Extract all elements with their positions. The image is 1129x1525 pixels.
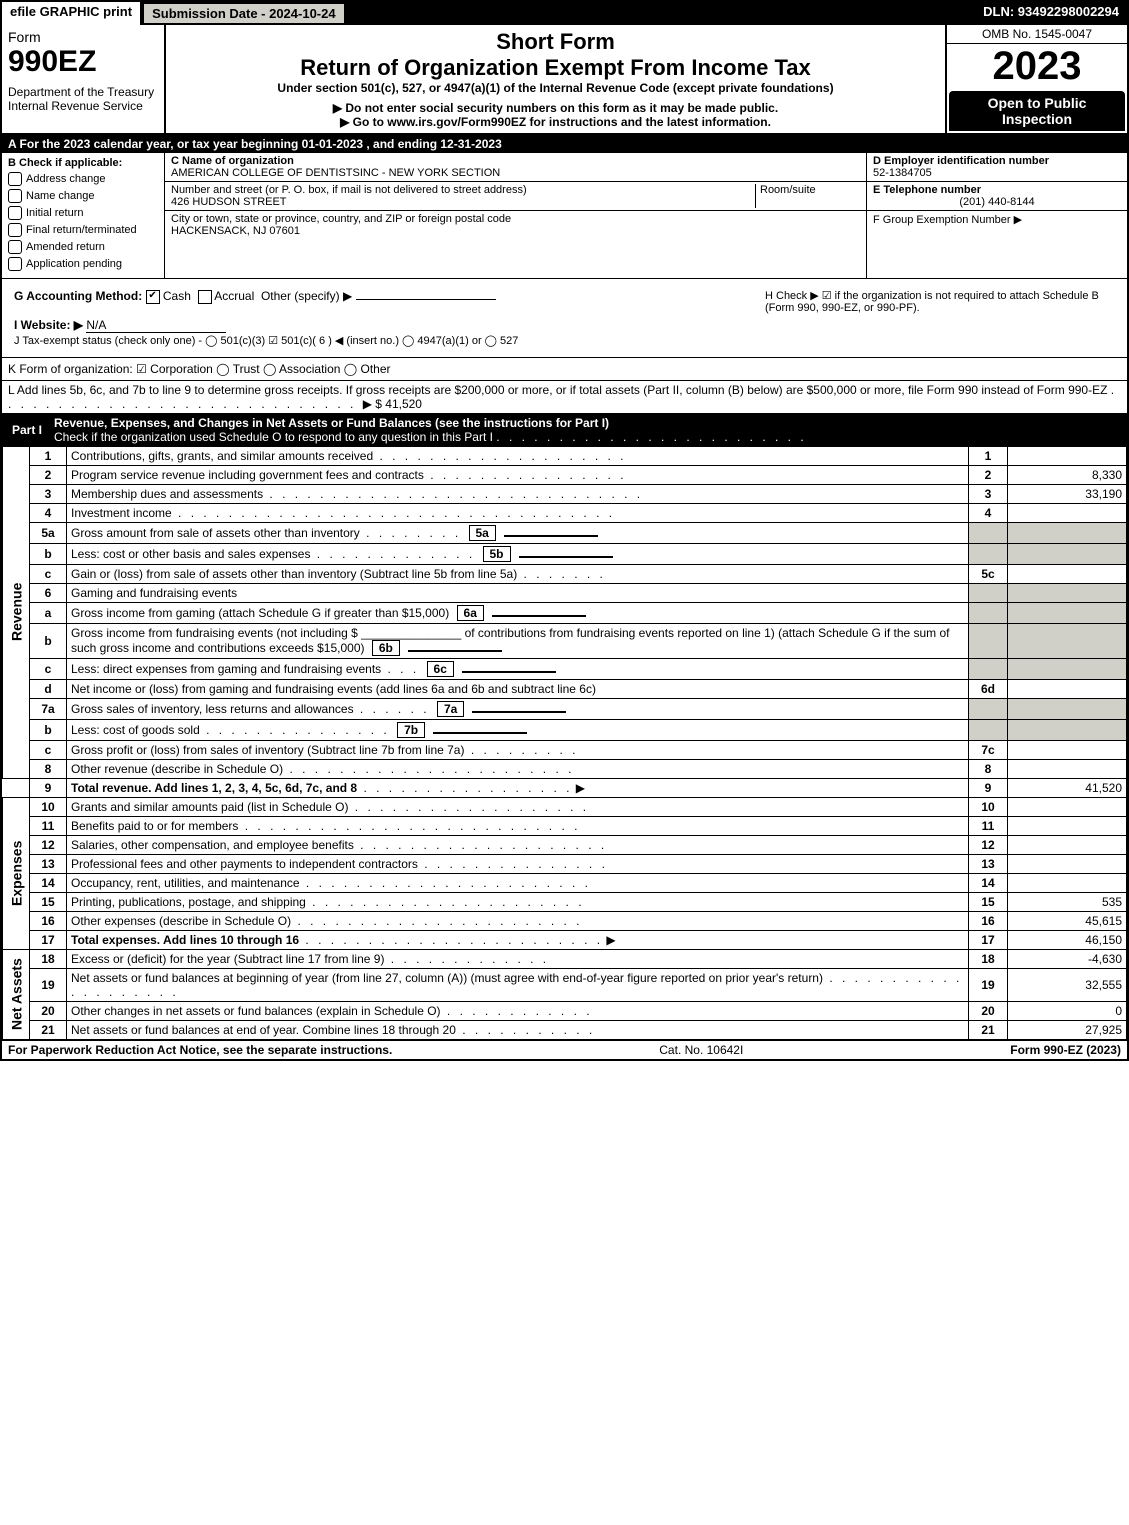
instructions-link[interactable]: ▶ Go to www.irs.gov/Form990EZ for instru… xyxy=(172,115,939,129)
ein-label: D Employer identification number xyxy=(873,155,1121,167)
group-label: F Group Exemption Number ▶ xyxy=(873,213,1121,226)
top-bar: efile GRAPHIC print Submission Date - 20… xyxy=(2,2,1127,25)
omb-number: OMB No. 1545-0047 xyxy=(947,25,1127,44)
form-wrapper: efile GRAPHIC print Submission Date - 20… xyxy=(0,0,1129,1061)
short-form-title: Short Form xyxy=(172,29,939,55)
main-title: Return of Organization Exempt From Incom… xyxy=(172,55,939,81)
city-label: City or town, state or province, country… xyxy=(171,213,860,225)
amt-3: 33,190 xyxy=(1008,484,1127,503)
amt-15: 535 xyxy=(1008,892,1127,911)
ein-value: 52-1384705 xyxy=(873,167,1121,179)
cb-initial-return[interactable]: Initial return xyxy=(8,206,158,220)
column-c: C Name of organization AMERICAN COLLEGE … xyxy=(165,153,866,278)
part-1-check-text: Check if the organization used Schedule … xyxy=(54,430,493,444)
amt-17-total-expenses: 46,150 xyxy=(1008,930,1127,949)
amt-19: 32,555 xyxy=(1008,968,1127,1001)
amt-2: 8,330 xyxy=(1008,465,1127,484)
header-row: Form 990EZ Department of the Treasury In… xyxy=(2,25,1127,135)
col-b-label: B Check if applicable: xyxy=(8,157,158,169)
section-a-bar: A For the 2023 calendar year, or tax yea… xyxy=(2,135,1127,153)
cb-name-change[interactable]: Name change xyxy=(8,189,158,203)
footer-center: Cat. No. 10642I xyxy=(659,1043,743,1057)
org-name: AMERICAN COLLEGE OF DENTISTSINC - NEW YO… xyxy=(171,167,860,179)
header-center: Short Form Return of Organization Exempt… xyxy=(166,25,945,133)
dln-label: DLN: 93492298002294 xyxy=(975,2,1127,25)
dept-label: Department of the Treasury xyxy=(8,85,158,99)
amt-20: 0 xyxy=(1008,1001,1127,1020)
cb-address-change[interactable]: Address change xyxy=(8,172,158,186)
cb-final-return[interactable]: Final return/terminated xyxy=(8,223,158,237)
header-left: Form 990EZ Department of the Treasury In… xyxy=(2,25,166,133)
org-name-label: C Name of organization xyxy=(171,155,860,167)
g-label: G Accounting Method: xyxy=(14,289,142,303)
under-section: Under section 501(c), 527, or 4947(a)(1)… xyxy=(172,81,939,95)
other-specify: Other (specify) ▶ xyxy=(261,289,352,303)
tel-value: (201) 440-8144 xyxy=(873,196,1121,208)
header-right: OMB No. 1545-0047 2023 Open to Public In… xyxy=(945,25,1127,133)
footer-left: For Paperwork Reduction Act Notice, see … xyxy=(8,1043,392,1057)
amt-18: -4,630 xyxy=(1008,949,1127,968)
no-ssn-note: ▶ Do not enter social security numbers o… xyxy=(172,101,939,115)
footer-row: For Paperwork Reduction Act Notice, see … xyxy=(2,1040,1127,1059)
form-number: 990EZ xyxy=(8,45,158,79)
column-b: B Check if applicable: Address change Na… xyxy=(2,153,165,278)
amt-16: 45,615 xyxy=(1008,911,1127,930)
part-1-label: Part I xyxy=(8,423,46,437)
i-label: I Website: ▶ xyxy=(14,318,83,332)
vlabel-revenue: Revenue xyxy=(3,446,30,778)
block-bcdef: B Check if applicable: Address change Na… xyxy=(2,153,1127,279)
cb-application-pending[interactable]: Application pending xyxy=(8,257,158,271)
street-label: Number and street (or P. O. box, if mail… xyxy=(171,184,527,196)
form-word: Form xyxy=(8,29,158,45)
g-h-row: G Accounting Method: Cash Accrual Other … xyxy=(2,279,1127,358)
cb-amended-return[interactable]: Amended return xyxy=(8,240,158,254)
tax-year: 2023 xyxy=(947,44,1127,89)
column-def: D Employer identification number 52-1384… xyxy=(866,153,1127,278)
other-specify-input[interactable] xyxy=(356,299,496,300)
cb-cash[interactable] xyxy=(146,290,160,304)
submission-date-button[interactable]: Submission Date - 2024-10-24 xyxy=(143,3,345,24)
irs-label: Internal Revenue Service xyxy=(8,99,158,113)
street-value: 426 HUDSON STREET xyxy=(171,196,287,208)
cb-accrual[interactable] xyxy=(198,290,212,304)
j-line: J Tax-exempt status (check only one) - ◯… xyxy=(14,335,518,347)
footer-right: Form 990-EZ (2023) xyxy=(1010,1043,1121,1057)
main-table: Revenue 1 Contributions, gifts, grants, … xyxy=(2,446,1127,1040)
l-line: L Add lines 5b, 6c, and 7b to line 9 to … xyxy=(2,381,1127,414)
vlabel-expenses: Expenses xyxy=(3,797,30,949)
efile-print-button[interactable]: efile GRAPHIC print xyxy=(2,2,142,25)
tel-label: E Telephone number xyxy=(873,184,1121,196)
open-public-badge: Open to Public Inspection xyxy=(949,91,1125,131)
l-amount: ▶ $ 41,520 xyxy=(363,397,422,411)
room-label: Room/suite xyxy=(760,184,816,196)
part-1-header: Part I Revenue, Expenses, and Changes in… xyxy=(2,414,1127,446)
website-value: N/A xyxy=(86,318,226,333)
spacer xyxy=(346,2,976,25)
amt-9-total-revenue: 41,520 xyxy=(1008,778,1127,797)
city-value: HACKENSACK, NJ 07601 xyxy=(171,225,860,237)
vlabel-netassets: Net Assets xyxy=(3,949,30,1039)
k-line: K Form of organization: ☑ Corporation ◯ … xyxy=(2,358,1127,381)
part-1-title: Revenue, Expenses, and Changes in Net As… xyxy=(54,416,609,430)
h-line: H Check ▶ ☑ if the organization is not r… xyxy=(759,283,1121,353)
amt-21: 27,925 xyxy=(1008,1020,1127,1039)
l-text: L Add lines 5b, 6c, and 7b to line 9 to … xyxy=(8,383,1107,397)
